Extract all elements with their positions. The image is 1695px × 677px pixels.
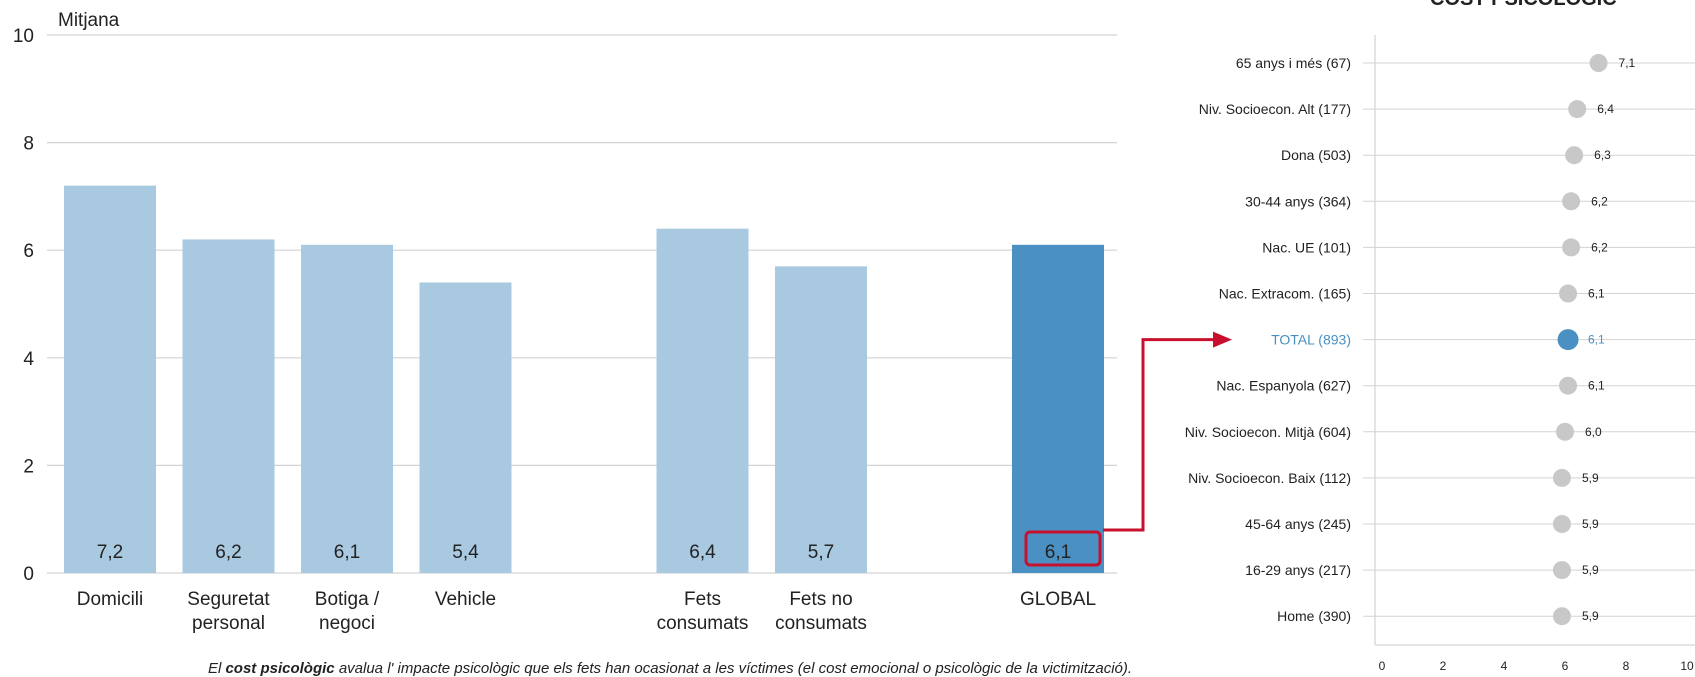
x-tick-label: 10 [1680, 659, 1694, 673]
dot-marker [1552, 515, 1571, 533]
dot-value-label: 6,1 [1588, 379, 1605, 393]
chart-caption: El cost psicològic avalua l' impacte psi… [0, 660, 1340, 677]
y-tick-label: 0 [23, 564, 34, 585]
row-category-label: Dona (503) [1281, 147, 1351, 163]
x-category-label: Fets no [789, 589, 852, 610]
dot-value-label: 6,3 [1594, 148, 1611, 162]
x-category-label: personal [192, 613, 265, 634]
x-category-label: Botiga / [315, 589, 380, 610]
row-category-label: TOTAL (893) [1271, 332, 1351, 348]
dot-marker [1559, 284, 1578, 303]
callout-connector [1103, 331, 1232, 532]
x-tick-label: 2 [1440, 659, 1447, 673]
x-category-label: GLOBAL [1020, 589, 1096, 610]
dot-value-label: 6,0 [1585, 425, 1602, 439]
bar-value-label: 6,4 [689, 542, 716, 563]
callout-line [1103, 338, 1215, 532]
dot-value-label: 6,2 [1591, 240, 1608, 254]
row-category-label: Home (390) [1277, 608, 1351, 624]
x-tick-label: 4 [1501, 659, 1508, 673]
row-category-label: Niv. Socioecon. Mitjà (604) [1185, 424, 1351, 440]
dot-marker [1552, 561, 1571, 580]
x-tick-label: 8 [1623, 659, 1630, 673]
row-category-label: 16-29 anys (217) [1245, 562, 1351, 578]
caption-rest: avalua l' impacte psicològic que els fet… [334, 660, 1133, 677]
x-category-label: Domicili [77, 589, 144, 610]
dot-chart: 0 2 4 6 8 10 65 anys i més (67) 7,1 Niv. Socioec… [1185, 35, 1695, 673]
x-category-label: consumats [775, 613, 867, 634]
bar-value-label: 5,7 [808, 542, 834, 563]
caption-bold: cost psicològic [225, 660, 335, 677]
x-category-label: Fets [684, 589, 721, 610]
x-tick-label: 6 [1562, 659, 1569, 673]
dot-marker [1559, 376, 1578, 395]
bar-value-label: 6,1 [334, 542, 360, 563]
highlight-box [1024, 530, 1102, 567]
row-category-label: 65 anys i més (67) [1236, 55, 1351, 71]
bar-value-label: 6,2 [215, 542, 241, 563]
row-category-label: 45-64 anys (245) [1245, 516, 1351, 532]
y-tick-label: 10 [13, 26, 34, 47]
dot-value-label: 6,1 [1588, 333, 1605, 347]
row-category-label: Nac. UE (101) [1262, 239, 1351, 255]
dot-value-label: 5,9 [1582, 609, 1599, 623]
row-category-label: 30-44 anys (364) [1245, 193, 1351, 209]
x-category-label: consumats [657, 613, 749, 634]
bar-fets-consumats [656, 228, 749, 573]
bar-value-label: 6,1 [1045, 542, 1071, 563]
dot-marker [1552, 468, 1571, 487]
row-category-label: Niv. Socioecon. Alt (177) [1199, 101, 1351, 117]
partial-chart-title: COST PSICOLÒGIC [1430, 0, 1617, 11]
dot-value-label: 6,4 [1597, 102, 1614, 116]
dot-marker [1562, 192, 1581, 211]
callout-arrowhead [1213, 331, 1232, 348]
dot-marker [1552, 607, 1571, 626]
dot-marker [1565, 146, 1584, 165]
y-tick-label: 8 [23, 134, 34, 155]
dot-value-label: 5,9 [1582, 471, 1599, 485]
bar-chart: 0 2 4 6 8 10 Mitjana 7,2 Domicili 6,2 Seguretat per… [13, 10, 1117, 634]
row-category-label: Nac. Extracom. (165) [1219, 286, 1351, 302]
x-category-label: Vehicle [435, 589, 496, 610]
dot-value-label: 6,2 [1591, 194, 1608, 208]
y-axis-label: Mitjana [58, 10, 120, 31]
x-tick-label: 0 [1379, 659, 1386, 673]
bar-domicili [64, 185, 156, 573]
row-category-label: Nac. Espanyola (627) [1216, 378, 1351, 394]
row-category-label: Niv. Socioecon. Baix (112) [1188, 470, 1351, 486]
dot-value-label: 7,1 [1619, 56, 1636, 70]
y-tick-label: 4 [23, 349, 34, 370]
bar-vehicle [419, 282, 512, 573]
y-tick-label: 2 [23, 456, 34, 477]
y-tick-label: 6 [23, 241, 34, 262]
dot-value-label: 5,9 [1582, 563, 1599, 577]
caption-prefix: El [207, 660, 226, 677]
bar-fets-no-consumats [775, 266, 867, 573]
dot-marker [1562, 238, 1581, 257]
dot-marker [1557, 329, 1579, 351]
dot-marker [1568, 100, 1587, 119]
dot-value-label: 5,9 [1582, 517, 1599, 531]
dot-value-label: 6,1 [1588, 287, 1605, 301]
x-category-label: Seguretat [187, 589, 270, 610]
bar-seguretat-personal [182, 239, 275, 573]
dot-marker [1589, 54, 1608, 72]
dot-marker [1556, 422, 1574, 441]
bar-value-label: 5,4 [452, 542, 479, 563]
x-category-label: negoci [319, 613, 375, 634]
bar-global [1012, 244, 1104, 573]
bar-botiga-negoci [301, 244, 393, 573]
bar-value-label: 7,2 [97, 542, 123, 563]
